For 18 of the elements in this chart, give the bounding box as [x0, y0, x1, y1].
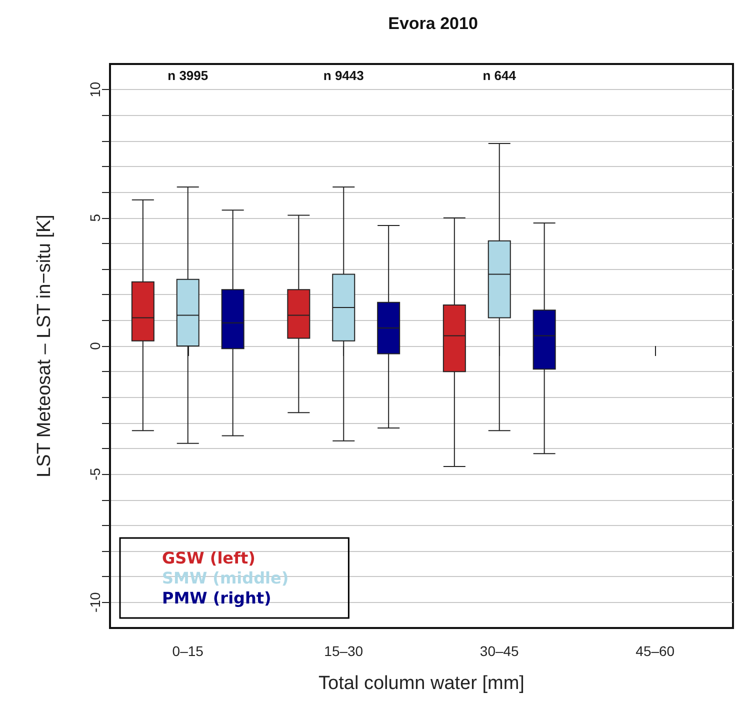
annotation: n 9443: [323, 68, 364, 83]
text: PMW (right): [162, 588, 272, 608]
y-tick-label: 0: [87, 342, 103, 350]
y-tick-label: -5: [87, 468, 103, 480]
x-axis-title: Total column water [mm]: [318, 673, 524, 694]
x-tick-label: 0–15: [172, 643, 204, 659]
annotation: n 3995: [168, 68, 208, 83]
y-tick-label: 10: [87, 82, 103, 98]
y-tick-label: 5: [87, 214, 103, 222]
x-tick-label: 30–45: [480, 643, 520, 659]
x-tick-label: 15–30: [324, 643, 364, 659]
annotation: n 644: [482, 68, 517, 83]
x-tick-label: 45–60: [636, 643, 675, 659]
chart-title: Evora 2010: [388, 14, 478, 33]
text: GSW (left): [162, 548, 256, 568]
text: SMW (middle): [162, 568, 289, 588]
y-axis-title: LST Meteosat – LST in−situ [K]: [34, 214, 55, 478]
y-tick-label: -10: [87, 592, 103, 612]
